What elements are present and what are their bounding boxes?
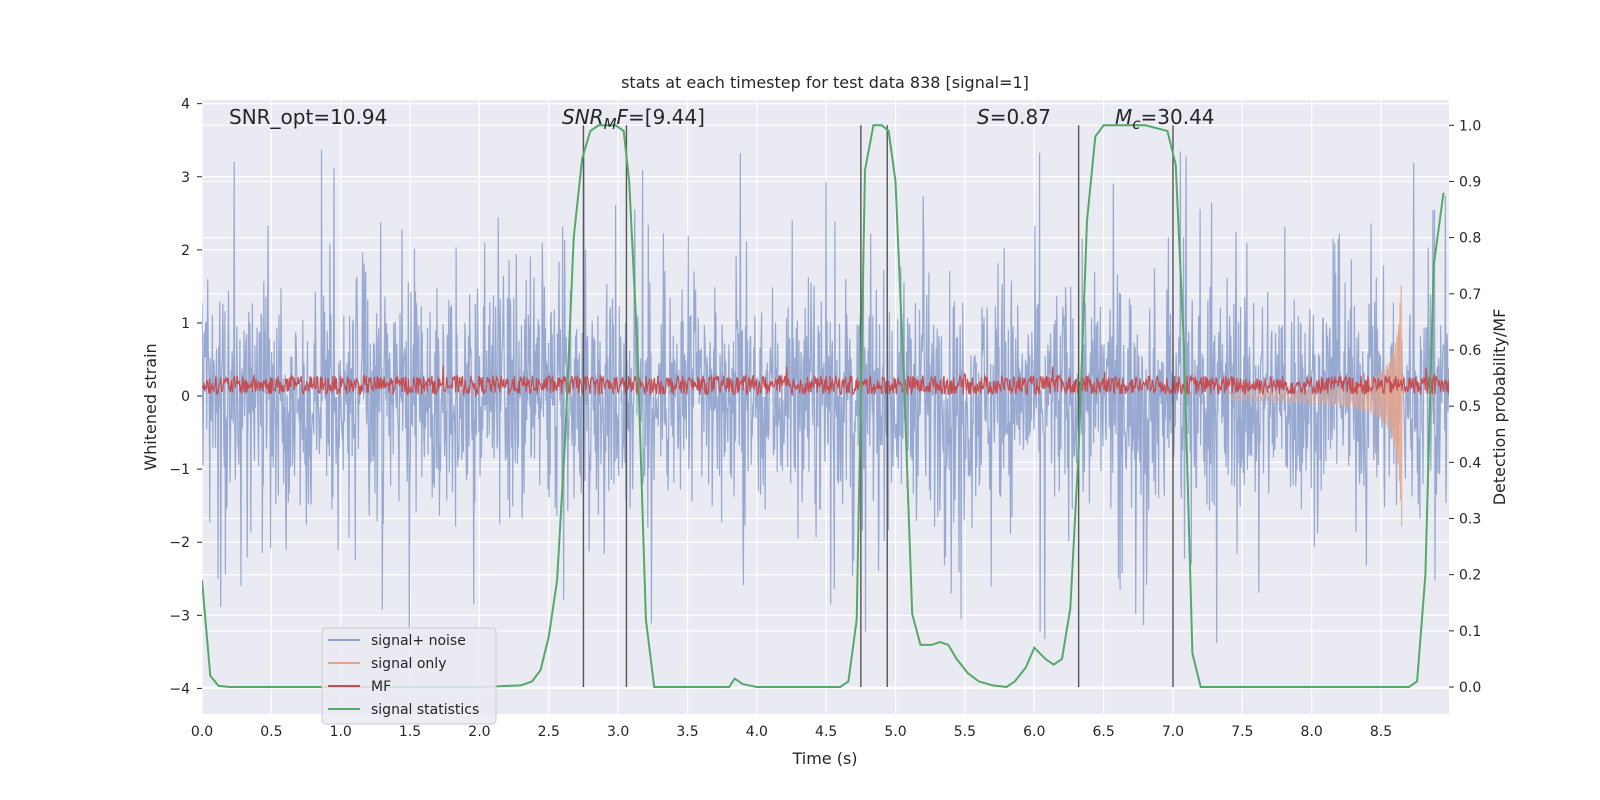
y-right-tick-label: 0.3 xyxy=(1459,512,1481,528)
y-right-tick-label: 0.9 xyxy=(1459,174,1481,190)
y-tick-label: 1 xyxy=(181,316,190,332)
snr-mf-subscript: M xyxy=(604,115,617,133)
y-tick-label: 4 xyxy=(181,97,190,113)
x-tick-label: 3.5 xyxy=(676,724,698,740)
series-signal-only xyxy=(1227,285,1408,527)
y-axis-ticks: 4 3 2 1 0 −1 −2 −3 −4 xyxy=(169,97,202,697)
signal-only-line xyxy=(1227,285,1408,527)
y-right-axis-label: Detection probability/MF xyxy=(1490,309,1509,506)
legend-label-mf: MF xyxy=(371,679,391,695)
x-tick-label: 7.0 xyxy=(1162,724,1184,740)
x-tick-label: 1.0 xyxy=(330,724,352,740)
snr-mf-value: =[9.44] xyxy=(628,105,705,129)
chart-title: stats at each timestep for test data 838… xyxy=(621,73,1029,92)
series-signal-statistics xyxy=(202,124,1445,689)
y-tick-label: 2 xyxy=(181,243,190,259)
x-tick-label: 4.0 xyxy=(746,724,768,740)
x-tick-label: 0.0 xyxy=(191,724,213,740)
y-tick-label: 0 xyxy=(181,389,190,405)
signal-statistics-line xyxy=(202,124,1445,689)
y-tick-label: −2 xyxy=(169,535,190,551)
x-tick-label: 8.5 xyxy=(1370,724,1392,740)
x-tick-label: 7.5 xyxy=(1231,724,1253,740)
y-axis-label: Whitened strain xyxy=(141,343,160,470)
y-right-tick-label: 0.1 xyxy=(1459,624,1481,640)
mc-value: =30.44 xyxy=(1141,105,1215,129)
mc-symbol: M xyxy=(1115,105,1132,129)
annotation-s: S=0.87 xyxy=(977,105,1051,129)
y-right-tick-label: 0.8 xyxy=(1459,231,1481,247)
legend: signal+ noise signal only MF signal stat… xyxy=(321,627,497,725)
series-signal-noise xyxy=(202,149,1449,644)
y-right-tick-label: 1.0 xyxy=(1459,118,1481,134)
y-right-tick-label: 0.0 xyxy=(1459,680,1481,696)
mf-line xyxy=(202,365,1449,397)
x-tick-label: 6.5 xyxy=(1092,724,1114,740)
snr-mf-symbol: SNR xyxy=(562,105,604,129)
x-axis-label: Time (s) xyxy=(791,749,857,768)
snr-mf-symbol-2: F xyxy=(617,105,629,129)
y-right-tick-label: 0.5 xyxy=(1459,399,1481,415)
s-symbol: S xyxy=(977,105,990,129)
mc-subscript: c xyxy=(1132,115,1141,133)
y-right-axis-ticks: 1.0 0.9 0.8 0.7 0.6 0.5 0.4 0.3 0.2 0.1 0.0 xyxy=(1449,118,1481,696)
x-tick-label: 4.5 xyxy=(815,724,837,740)
x-tick-label: 1.5 xyxy=(399,724,421,740)
x-tick-label: 5.0 xyxy=(884,724,906,740)
x-tick-label: 3.0 xyxy=(607,724,629,740)
s-value: =0.87 xyxy=(990,105,1051,129)
y-tick-label: −4 xyxy=(169,681,190,697)
x-tick-label: 8.0 xyxy=(1301,724,1323,740)
annotation-snr-opt: SNR_opt=10.94 xyxy=(229,105,387,129)
annotation-mc: Mc=30.44 xyxy=(1115,105,1215,133)
y-tick-label: −1 xyxy=(169,462,190,478)
y-right-tick-label: 0.2 xyxy=(1459,568,1481,584)
x-tick-label: 2.0 xyxy=(468,724,490,740)
y-right-tick-label: 0.6 xyxy=(1459,343,1481,359)
y-right-tick-label: 0.4 xyxy=(1459,455,1481,471)
y-tick-label: 3 xyxy=(181,170,190,186)
x-tick-label: 6.0 xyxy=(1023,724,1045,740)
y-tick-label: −3 xyxy=(169,608,190,624)
legend-label-signal-only: signal only xyxy=(371,656,446,672)
signal-noise-line xyxy=(202,149,1449,644)
x-tick-label: 0.5 xyxy=(260,724,282,740)
legend-box xyxy=(321,627,497,725)
x-tick-label: 2.5 xyxy=(538,724,560,740)
series-mf xyxy=(202,365,1449,397)
legend-label-signal-noise: signal+ noise xyxy=(371,633,466,649)
x-axis-ticks: 0.0 0.5 1.0 1.5 2.0 2.5 3.0 3.5 4.0 4.5 5.0 5.5 6.0 6… xyxy=(191,724,1392,740)
legend-label-signal-statistics: signal statistics xyxy=(371,702,479,718)
annotation-snr-mf: SNRMF=[9.44] xyxy=(562,105,705,133)
x-tick-label: 5.5 xyxy=(954,724,976,740)
y-right-tick-label: 0.7 xyxy=(1459,287,1481,303)
